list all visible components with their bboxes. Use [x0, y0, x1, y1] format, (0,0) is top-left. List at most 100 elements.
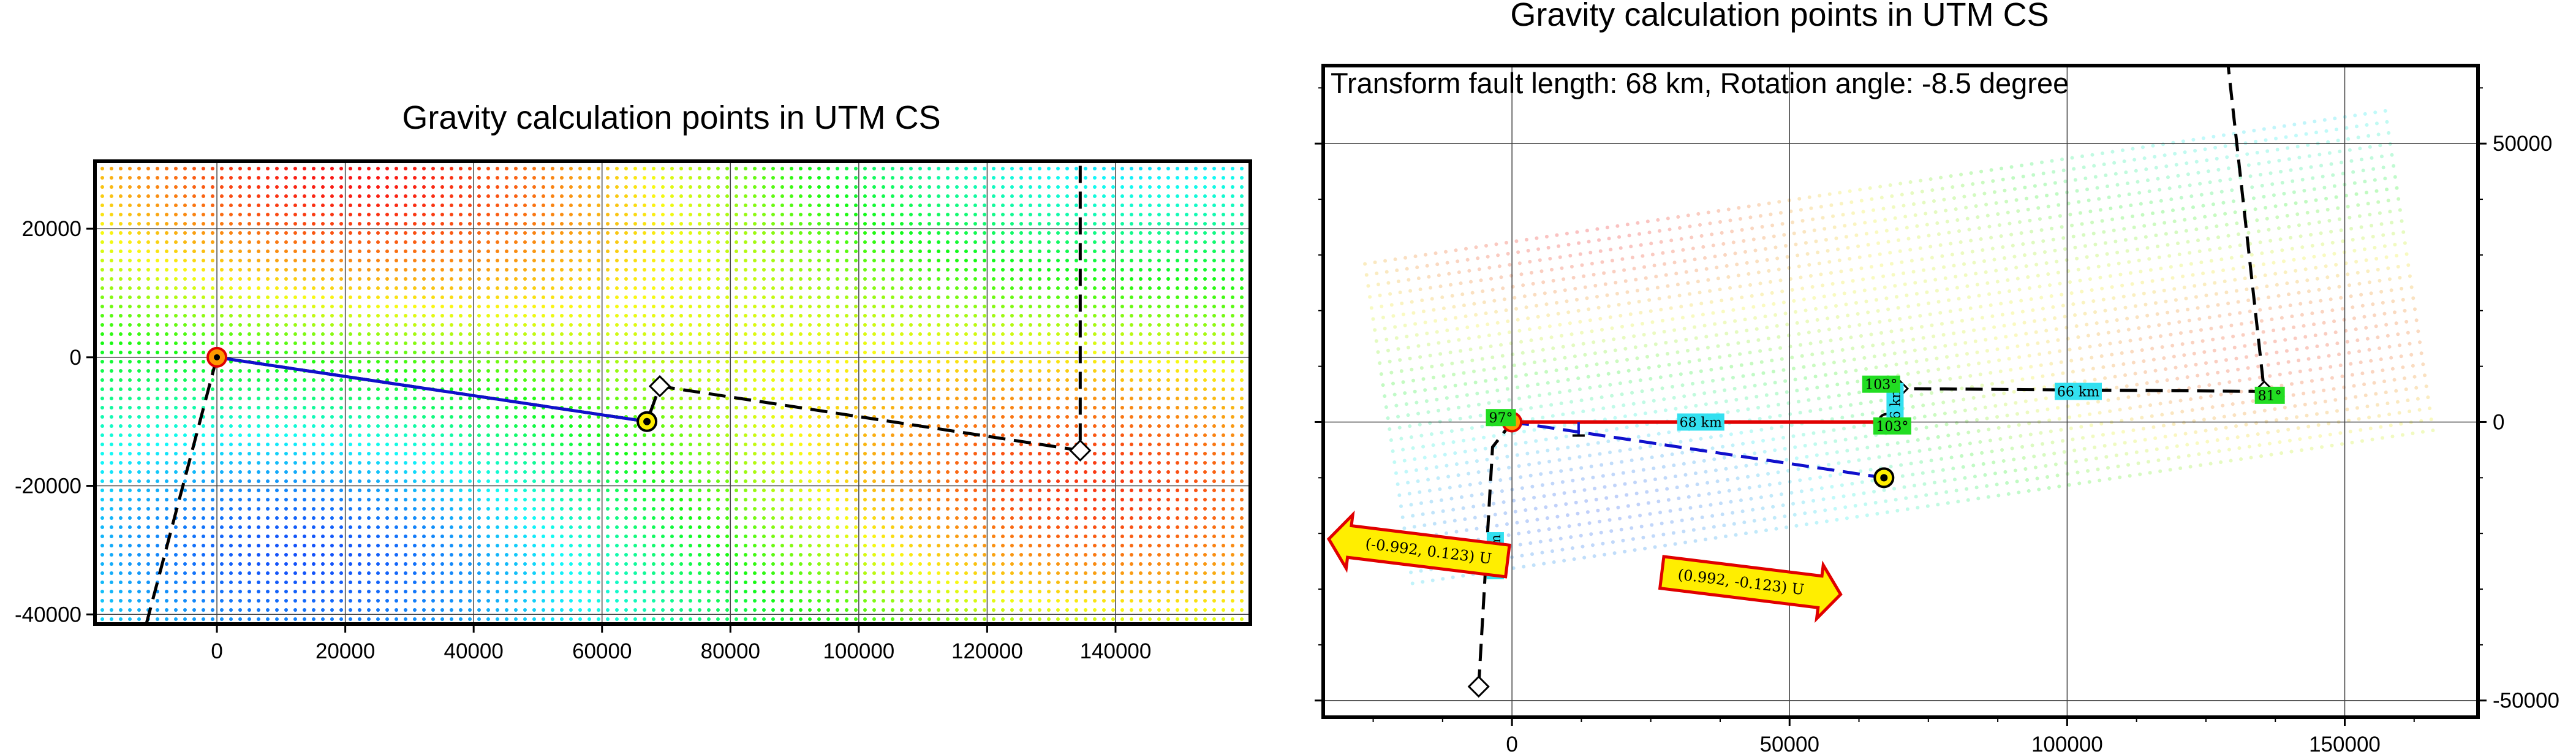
left-point	[1194, 378, 1198, 382]
left-point	[937, 167, 940, 170]
left-point	[606, 443, 610, 446]
left-point	[1120, 360, 1124, 364]
left-point	[918, 249, 922, 253]
left-point	[817, 185, 821, 189]
left-point	[1194, 286, 1198, 290]
left-point	[1166, 204, 1170, 207]
left-point	[1166, 415, 1170, 419]
left-point	[146, 452, 150, 455]
left-point	[872, 277, 876, 281]
left-point	[900, 406, 904, 409]
left-point	[339, 314, 343, 318]
left-point	[762, 204, 766, 207]
left-point	[624, 369, 628, 373]
left-point	[679, 489, 683, 492]
left-point	[1019, 286, 1023, 290]
left-point	[551, 249, 554, 253]
left-point	[973, 286, 977, 290]
left-point	[569, 213, 573, 216]
left-point	[1019, 525, 1023, 529]
left-point	[679, 176, 683, 180]
left-point	[349, 424, 352, 428]
left-point	[1148, 249, 1152, 253]
left-point	[679, 213, 683, 216]
left-point	[1166, 314, 1170, 318]
left-point	[376, 286, 380, 290]
left-point	[367, 323, 371, 327]
left-point	[808, 351, 812, 354]
left-point	[156, 167, 159, 170]
left-point	[551, 461, 554, 465]
left-point	[110, 231, 113, 235]
left-point	[505, 369, 508, 373]
left-point	[1185, 341, 1188, 345]
left-point	[395, 369, 398, 373]
left-point	[247, 240, 251, 244]
left-point	[826, 507, 830, 511]
left-point	[872, 507, 876, 511]
left-point	[1047, 360, 1051, 364]
left-point	[1231, 452, 1234, 455]
left-point	[532, 231, 536, 235]
left-point	[1047, 305, 1051, 308]
left-point	[183, 378, 187, 382]
left-point	[854, 378, 858, 382]
left-point	[321, 424, 325, 428]
left-point	[587, 332, 591, 336]
left-point	[128, 387, 132, 391]
left-point	[523, 295, 527, 299]
left-point	[275, 387, 279, 391]
left-point	[1176, 167, 1179, 170]
left-point	[1047, 213, 1051, 216]
left-point	[983, 268, 986, 272]
left-point	[1102, 185, 1106, 189]
left-point	[836, 433, 839, 437]
left-point	[312, 222, 315, 226]
left-point	[670, 470, 674, 474]
left-point	[854, 443, 858, 446]
left-point	[817, 167, 821, 170]
left-point	[854, 295, 858, 299]
left-point	[1231, 369, 1234, 373]
left-point	[211, 305, 214, 308]
left-point	[1029, 433, 1032, 437]
left-point	[1001, 295, 1005, 299]
left-point	[321, 213, 325, 216]
left-point	[587, 525, 591, 529]
left-point	[486, 507, 490, 511]
left-point	[955, 525, 959, 529]
left-point	[652, 167, 655, 170]
left-point	[202, 498, 205, 501]
left-point	[247, 424, 251, 428]
left-point	[716, 507, 720, 511]
left-point	[358, 507, 361, 511]
left-point	[918, 204, 922, 207]
left-point	[312, 479, 315, 483]
left-point	[110, 305, 113, 308]
left-point	[450, 268, 453, 272]
left-point	[587, 341, 591, 345]
left-point	[652, 461, 655, 465]
left-point	[615, 489, 619, 492]
left-point	[367, 498, 371, 501]
left-point	[1176, 507, 1179, 511]
left-point	[744, 167, 747, 170]
left-point	[1111, 498, 1115, 501]
left-point	[670, 222, 674, 226]
left-point	[1111, 176, 1115, 180]
left-point	[872, 489, 876, 492]
left-point	[358, 332, 361, 336]
left-point	[679, 259, 683, 262]
left-point	[1212, 507, 1216, 511]
left-point	[110, 525, 113, 529]
left-point	[762, 397, 766, 400]
left-point	[1203, 323, 1207, 327]
left-point	[1120, 314, 1124, 318]
left-point	[367, 305, 371, 308]
left-point	[165, 443, 168, 446]
left-point	[927, 479, 931, 483]
left-point	[468, 479, 472, 483]
left-point	[606, 470, 610, 474]
left-point	[937, 305, 940, 308]
left-point	[836, 314, 839, 318]
